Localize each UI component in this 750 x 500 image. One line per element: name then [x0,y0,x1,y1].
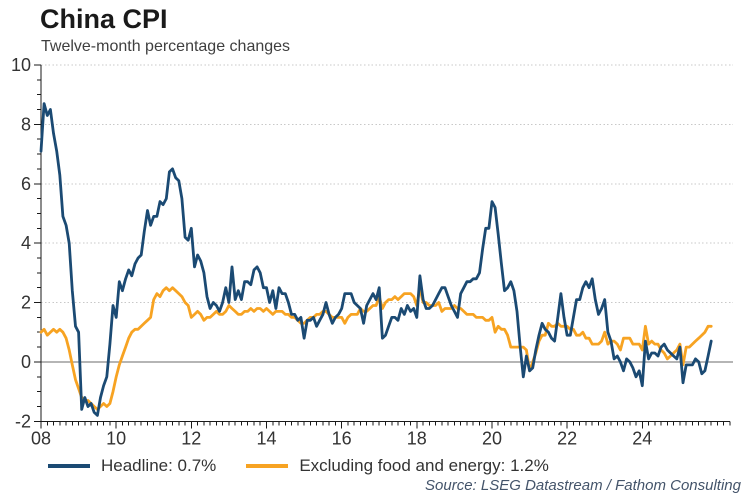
x-tick-label: 16 [332,428,352,448]
y-tick-label: 0 [21,352,31,372]
y-tick-label: 8 [21,114,31,134]
x-tick-label: 14 [256,428,276,448]
x-tick-label: 08 [31,428,51,448]
y-tick-label: 4 [21,233,31,253]
y-tick-label: -2 [15,411,31,431]
y-axis-labels: -2 0 2 4 6 8 10 [11,55,31,431]
y-axis-ticks [34,64,41,422]
source-attribution: Source: LSEG Datastream / Fathom Consult… [425,477,741,494]
headline-line-swatch [48,464,90,468]
x-tick-label: 20 [482,428,502,448]
y-tick-label: 2 [21,293,31,313]
page-title: China CPI [40,4,168,34]
gridlines [41,64,733,304]
series-lines [39,102,713,417]
x-tick-label: 24 [632,428,652,448]
chart-subtitle: Twelve-month percentage changes [41,38,291,55]
x-tick-label: 10 [106,428,126,448]
x-axis-ticks [40,421,731,429]
excluding-food-and-energy-line [39,286,713,411]
y-tick-label: 10 [11,55,31,75]
legend-item-core: Excluding food and energy: 1.2% [246,456,549,476]
x-tick-label: 18 [407,428,427,448]
core-line-swatch [246,464,289,468]
headline-line [39,102,713,417]
x-tick-label: 22 [557,428,577,448]
legend-item-headline: Headline: 0.7% [48,456,216,476]
chart-legend: Headline: 0.7% Excluding food and energy… [48,456,549,476]
headline-legend-label: Headline: 0.7% [101,456,217,475]
x-axis-labels: 08 10 12 14 16 18 20 22 24 [31,428,652,448]
y-tick-label: 6 [21,174,31,194]
core-legend-label: Excluding food and energy: 1.2% [299,456,549,475]
x-tick-label: 12 [181,428,201,448]
